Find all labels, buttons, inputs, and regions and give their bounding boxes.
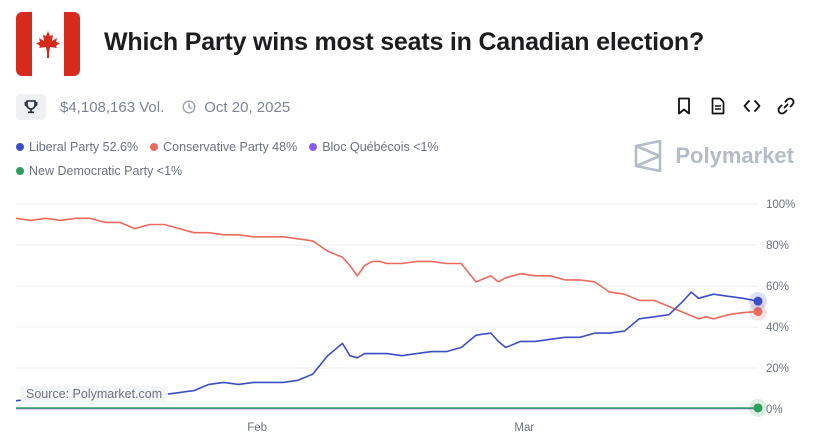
y-tick-label: 40%	[766, 322, 789, 334]
x-tick-label: Feb	[247, 422, 267, 434]
action-toolbar	[674, 96, 796, 116]
y-tick-label: 0%	[766, 404, 783, 416]
legend-item-bloc: Bloc Québécois <1%	[309, 140, 439, 154]
series-line-conservative-party	[15, 217, 759, 320]
legend-dot	[16, 143, 24, 151]
legend-label: New Democratic Party <1%	[29, 164, 183, 178]
market-meta: $4,108,163 Vol. Oct 20, 2025	[16, 94, 290, 120]
legend-item-conservative: Conservative Party 48%	[150, 140, 297, 154]
y-tick-label: 20%	[766, 363, 789, 375]
legend-label: Bloc Québécois <1%	[322, 140, 439, 154]
x-tick-label: Mar	[514, 422, 534, 434]
legend-dot	[16, 167, 24, 175]
y-tick-label: 80%	[766, 240, 789, 252]
end-marker-liberal-party	[753, 296, 763, 306]
canada-flag-icon	[16, 12, 80, 76]
legend-label: Liberal Party 52.6%	[29, 140, 139, 154]
y-tick-label: 100%	[766, 199, 795, 211]
brand-name: Polymarket	[675, 143, 794, 168]
page-title: Which Party wins most seats in Canadian …	[104, 28, 705, 56]
legend-label: Conservative Party 48%	[163, 140, 298, 154]
legend-item-ndp: New Democratic Party <1%	[16, 164, 182, 178]
embed-code-icon[interactable]	[742, 96, 762, 116]
bookmark-icon[interactable]	[674, 96, 694, 116]
legend-dot	[309, 143, 318, 151]
legend-item-liberal: Liberal Party 52.6%	[16, 140, 138, 154]
polymarket-icon	[635, 140, 662, 172]
chart-legend: Liberal Party 52.6% Conservative Party 4…	[16, 138, 516, 186]
document-icon[interactable]	[708, 96, 728, 116]
source-label: Source: Polymarket.com	[20, 386, 169, 402]
volume-text: $4,108,163 Vol.	[60, 98, 165, 116]
series-line-liberal-party	[15, 291, 759, 402]
end-marker-new-democratic-party	[753, 403, 763, 413]
trophy-icon	[16, 94, 46, 120]
end-marker-conservative-party	[753, 307, 763, 317]
clock-icon	[182, 100, 196, 114]
link-icon[interactable]	[776, 96, 796, 116]
y-tick-label: 60%	[766, 281, 789, 293]
polymarket-logo: Polymarket	[633, 140, 794, 172]
legend-dot	[150, 143, 159, 151]
end-date-text: Oct 20, 2025	[204, 98, 291, 116]
